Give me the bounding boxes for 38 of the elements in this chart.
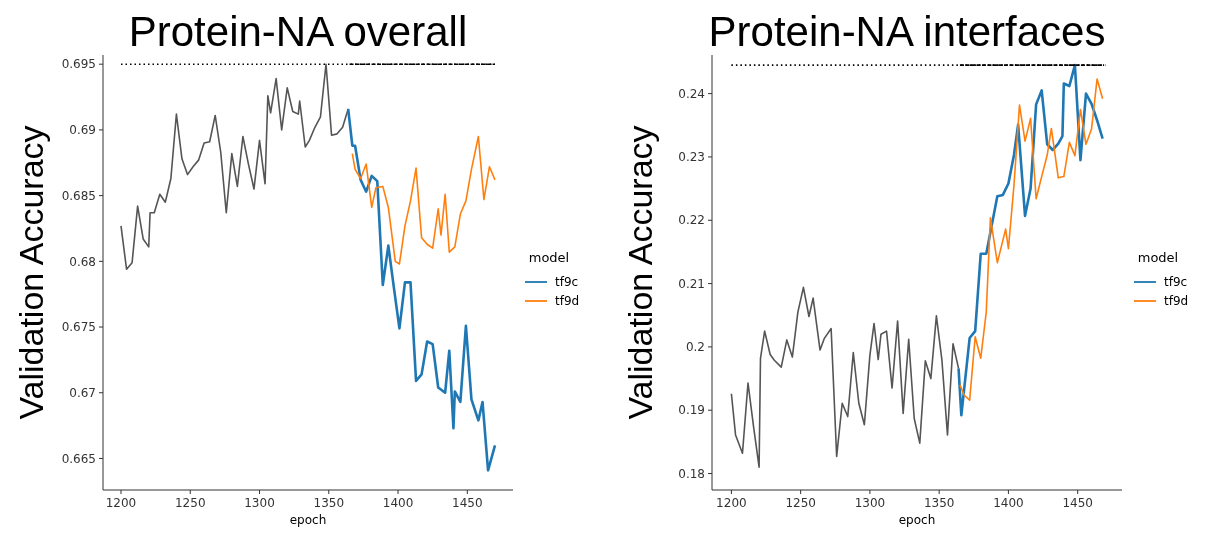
y-axis-title: Validation Accuracy (621, 125, 659, 420)
y-tick-label: 0.69 (69, 123, 96, 138)
y-tick-label: 0.23 (678, 150, 705, 165)
x-tick-label: 1300 (854, 496, 886, 510)
legend-label: tf9d (1164, 294, 1189, 309)
y-tick-label: 0.67 (69, 385, 96, 400)
y-tick-label: 0.24 (678, 86, 705, 101)
y-tick-label: 0.21 (678, 276, 705, 291)
chart-title: Protein-NA overall (128, 8, 468, 55)
y-tick-label: 0.19 (678, 403, 705, 418)
x-tick-label: 1400 (382, 496, 414, 510)
y-tick-label: 0.22 (678, 213, 705, 228)
y-tick-label: 0.675 (61, 320, 96, 335)
legend-title: model (1137, 250, 1179, 265)
legend-label: tf9d (555, 294, 580, 309)
x-tick-label: 1450 (452, 496, 483, 510)
y-tick-label: 0.2 (685, 340, 705, 355)
y-axis-title: Validation Accuracy (12, 125, 50, 420)
x-tick-label: 1400 (993, 496, 1024, 510)
x-tick-label: 1250 (785, 496, 816, 510)
y-tick-label: 0.18 (678, 466, 705, 481)
x-tick-label: 1200 (105, 496, 137, 510)
x-tick-label: 1350 (313, 496, 345, 510)
x-axis-title: epoch (898, 513, 936, 527)
legend-title: model (528, 250, 570, 265)
x-tick-label: 1350 (923, 496, 955, 510)
y-tick-label: 0.685 (61, 188, 96, 203)
x-tick-label: 1200 (716, 496, 747, 510)
y-tick-label: 0.665 (61, 451, 96, 466)
x-axis-title: epoch (289, 513, 327, 527)
x-tick-label: 1450 (1062, 496, 1093, 510)
y-tick-label: 0.68 (69, 254, 96, 269)
x-tick-label: 1300 (244, 496, 275, 510)
chart-title: Protein-NA interfaces (708, 8, 1106, 55)
legend-label: tf9c (555, 275, 579, 290)
legend-label: tf9c (1164, 275, 1188, 290)
y-tick-label: 0.695 (61, 57, 96, 72)
x-tick-label: 1250 (174, 496, 206, 510)
